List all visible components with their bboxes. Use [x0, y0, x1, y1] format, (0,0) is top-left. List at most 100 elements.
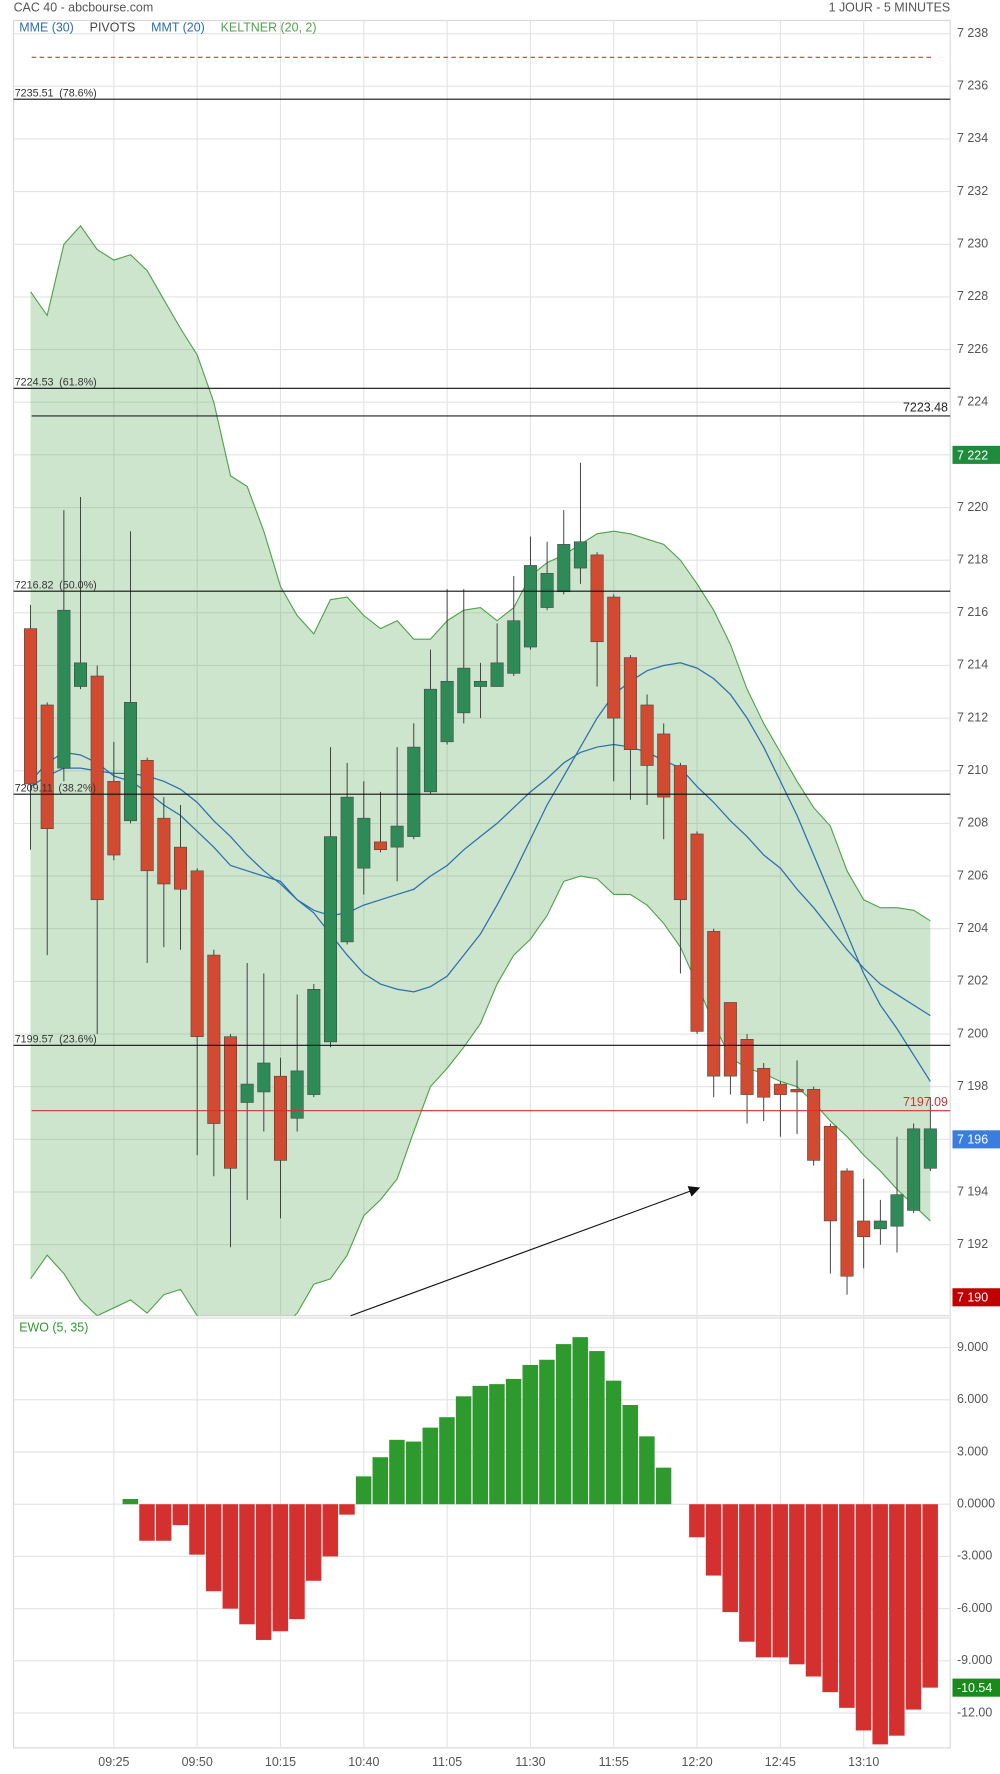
y-tick-label: 6.000	[957, 1392, 988, 1406]
ewo-bar	[805, 1504, 822, 1677]
pivot-price: 7216.82	[15, 579, 54, 591]
grid-layer	[13, 20, 951, 1748]
ewo-bar	[705, 1504, 722, 1576]
pivot-ratio: (38.2%)	[58, 782, 96, 794]
candle-body	[857, 1220, 871, 1238]
price-line-label: 7223.48	[903, 400, 948, 414]
pivot-ratio: (78.6%)	[59, 87, 97, 99]
y-tick-label: 7 202	[957, 974, 988, 988]
legend-entry: KELTNER (20, 2)	[221, 21, 317, 35]
ewo-bar	[522, 1364, 539, 1505]
pivot-price: 7235.51	[15, 87, 54, 99]
ewo-bar	[472, 1385, 489, 1505]
y-tick-label: 7 232	[957, 184, 988, 198]
x-tick-label: 12:45	[765, 1755, 796, 1769]
ewo-bar	[639, 1436, 655, 1505]
candle-body	[440, 680, 454, 743]
candle-body	[523, 565, 537, 648]
ewo-bar	[772, 1504, 788, 1658]
keltner-upper	[30, 224, 931, 922]
price-badge-label: 7 196	[957, 1133, 988, 1147]
candle-body	[90, 675, 104, 901]
candle-body	[507, 620, 521, 674]
ewo-bar	[139, 1504, 155, 1541]
ewo-bar	[605, 1380, 622, 1505]
ewo-bar	[505, 1378, 522, 1505]
candle-body	[873, 1220, 887, 1230]
candle-body	[423, 688, 437, 793]
candle-body	[140, 759, 154, 872]
candle-body	[124, 702, 138, 822]
main-plot	[24, 224, 937, 1316]
candle-body	[190, 870, 204, 1037]
candle-body	[57, 609, 71, 769]
ewo-bar	[322, 1504, 339, 1557]
candle-body	[923, 1128, 937, 1169]
candle-body	[107, 781, 121, 856]
candle-body	[773, 1083, 787, 1095]
annotation-arrow	[350, 1186, 701, 1317]
ewo-bar	[489, 1384, 505, 1505]
candle-body	[757, 1067, 771, 1098]
ewo-bar	[822, 1504, 838, 1693]
candle-body	[540, 573, 554, 608]
candle-body	[407, 746, 421, 837]
y-tick-label: 9.000	[957, 1340, 988, 1354]
candle-body	[657, 733, 671, 798]
y-tick-label: 7 224	[957, 394, 988, 408]
candle-body	[623, 657, 637, 751]
ewo-bar	[355, 1476, 372, 1505]
candle-body	[723, 1002, 737, 1077]
ewo-badge-label: -10.54	[957, 1681, 992, 1695]
price-line-label: 7197.09	[903, 1095, 948, 1109]
candle-body	[40, 704, 54, 829]
y-tick-label: 3.000	[957, 1444, 988, 1458]
ewo-bar	[889, 1504, 905, 1736]
x-tick-label: 09:25	[98, 1755, 129, 1769]
moving-average-line	[30, 743, 931, 1017]
header-period: 1 JOUR - 5 MINUTES	[829, 0, 951, 14]
ewo-bar	[122, 1498, 139, 1505]
y-tick-label: 7 204	[957, 921, 988, 935]
pivot-price: 7199.57	[15, 1034, 54, 1046]
candle-body	[273, 1075, 287, 1161]
x-tick-label: 09:50	[182, 1755, 213, 1769]
main-panel	[13, 19, 951, 1317]
x-tick-label: 11:05	[432, 1755, 462, 1769]
ewo-bar	[655, 1467, 672, 1505]
ewo-bar	[789, 1504, 805, 1665]
ewo-bar	[722, 1504, 738, 1613]
candle-body	[590, 554, 604, 643]
candle-body	[740, 1039, 754, 1095]
candle-body	[457, 667, 471, 714]
ewo-bar	[339, 1504, 355, 1515]
ewo-bar	[305, 1504, 322, 1581]
candle-body	[640, 704, 654, 766]
legend-entry: PIVOTS	[90, 21, 136, 35]
ewo-bar	[289, 1504, 305, 1620]
price-badge-label: 7 190	[957, 1291, 988, 1305]
candle-body	[340, 796, 354, 943]
candle-body	[573, 541, 587, 569]
y-tick-label: 7 230	[957, 237, 988, 251]
ewo-bar	[455, 1396, 472, 1505]
ewo-bar	[405, 1441, 422, 1505]
x-tick-label: 11:55	[599, 1755, 629, 1769]
candle-body	[74, 662, 88, 687]
candle-body	[790, 1089, 804, 1093]
ewo-bar	[189, 1504, 205, 1555]
y-tick-label: 7 192	[957, 1237, 988, 1251]
ewo-bar	[922, 1504, 938, 1688]
ewo-bar	[572, 1337, 588, 1505]
price-badge	[952, 1130, 1000, 1149]
candle-body	[840, 1170, 854, 1277]
candle-body	[807, 1089, 821, 1161]
candle-body	[490, 662, 504, 687]
text-layer: CAC 40 - abcbourse.com 1 JOUR - 5 MINUTE…	[14, 0, 1000, 1769]
candle-body	[357, 817, 371, 869]
ewo-bar	[839, 1504, 855, 1708]
ewo-bar	[872, 1504, 888, 1745]
candle-body	[323, 836, 337, 1043]
candle-body	[673, 765, 687, 901]
y-tick-label: 7 218	[957, 552, 988, 566]
